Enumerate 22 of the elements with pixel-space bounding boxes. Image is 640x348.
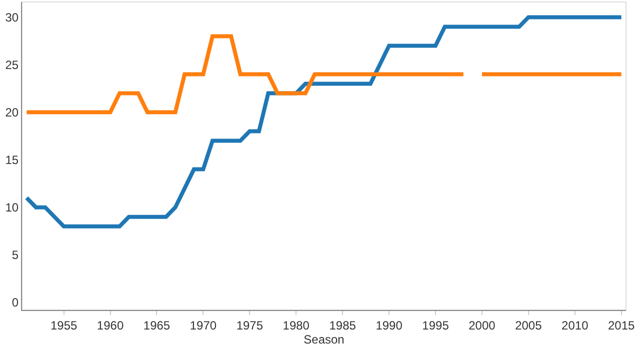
- x-tick-label: 2010: [562, 318, 589, 332]
- x-tick-label: 1955: [50, 318, 78, 332]
- x-tick-label: 2000: [468, 318, 496, 332]
- x-axis-title: Season: [304, 332, 344, 346]
- y-tick-label: 5: [12, 248, 19, 262]
- line-series: [24, 15, 624, 228]
- x-tick-label: 1980: [282, 318, 310, 332]
- x-tick-label: 1970: [190, 318, 217, 332]
- y-tick-label: 10: [5, 200, 19, 215]
- x-tick-label: 1985: [329, 318, 356, 332]
- x-tick-label: 1995: [422, 318, 450, 332]
- x-tick-label: 1990: [376, 318, 403, 332]
- x-tick-label: 1965: [143, 318, 170, 332]
- y-tick-label: 0: [12, 296, 19, 310]
- x-tick-label: 2005: [515, 318, 542, 332]
- x-tick-label: 1975: [236, 318, 264, 332]
- y-tick-label: 30: [5, 10, 19, 24]
- y-tick-label: 20: [5, 105, 19, 120]
- x-tick-label: 1960: [96, 318, 124, 332]
- x-tick-label: 2015: [608, 318, 636, 332]
- y-tick-label: 25: [5, 58, 19, 72]
- y-tick-label: 15: [5, 153, 19, 167]
